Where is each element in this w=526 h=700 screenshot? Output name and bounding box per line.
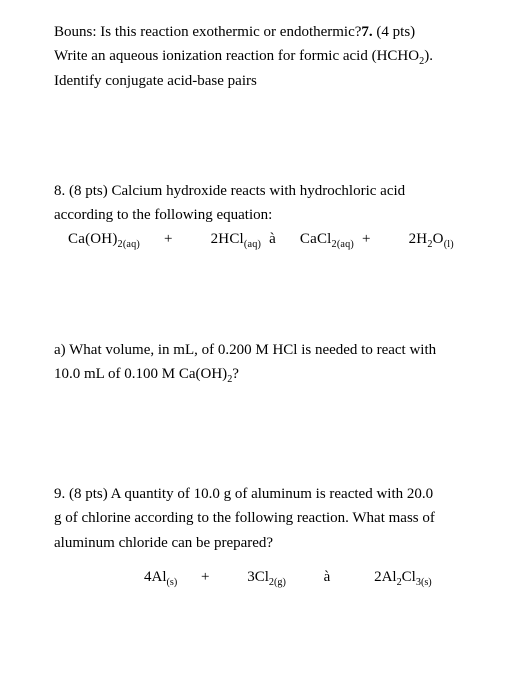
q9-equation: 4Al(s) + 3Cl2(g) à 2Al2Cl3(s)	[54, 567, 478, 587]
q8a-line1: a) What volume, in mL, of 0.200 M HCl is…	[54, 340, 478, 360]
q7-line2b: ).	[424, 48, 433, 64]
q8: 8. (8 pts) Calcium hydroxide reacts with…	[54, 181, 478, 250]
eq-t4: 2H	[409, 231, 428, 247]
q9-line1: 9. (8 pts) A quantity of 10.0 g of alumi…	[54, 484, 478, 504]
q9-line2: g of chlorine according to the following…	[54, 508, 478, 528]
eq-t5: O	[433, 231, 444, 247]
q8-equation: Ca(OH)2(aq) + 2HCl(aq) à CaCl2(aq) + 2H2…	[54, 229, 478, 249]
q9-plus1: +	[201, 569, 209, 585]
q7-line2a: Write an aqueous ionization reaction for…	[54, 48, 419, 64]
q8a-line2b: ?	[232, 366, 239, 382]
eq-t2: 2HCl	[211, 231, 244, 247]
q9-t3: 2Al	[374, 569, 397, 585]
q9-s1: (s)	[167, 577, 178, 588]
eq-s3: 2(aq)	[332, 239, 355, 250]
eq-s2: (aq)	[244, 239, 261, 250]
eq-plus2: +	[362, 231, 371, 247]
q9-line3: aluminum chloride can be prepared?	[54, 533, 478, 553]
q8-line1: 8. (8 pts) Calcium hydroxide reacts with…	[54, 181, 478, 201]
q9-s4: 3(s)	[416, 577, 432, 588]
eq-plus1: +	[164, 231, 173, 247]
q9-t2: 3Cl	[247, 569, 269, 585]
q7-number: 7.	[361, 24, 372, 40]
bonus-and-q7: Bouns: Is this reaction exothermic or en…	[54, 22, 478, 91]
eq-t1: Ca(OH)	[68, 231, 118, 247]
q9: 9. (8 pts) A quantity of 10.0 g of alumi…	[54, 484, 478, 587]
q9-t4: Cl	[402, 569, 416, 585]
q9-arrow: à	[324, 569, 331, 585]
q7-line3: Identify conjugate acid-base pairs	[54, 71, 478, 91]
bonus-line1: Bouns: Is this reaction exothermic or en…	[54, 22, 478, 42]
q9-s2: 2(g)	[269, 577, 286, 588]
q8a: a) What volume, in mL, of 0.200 M HCl is…	[54, 340, 478, 385]
eq-s5: (l)	[444, 239, 454, 250]
bonus-text: Bouns: Is this reaction exothermic or en…	[54, 24, 361, 40]
eq-t3: CaCl	[300, 231, 332, 247]
q7-pts: (4 pts)	[373, 24, 416, 40]
q7-line2: Write an aqueous ionization reaction for…	[54, 46, 478, 66]
q8-line2: according to the following equation:	[54, 205, 478, 225]
q9-t1: 4Al	[144, 569, 167, 585]
q8a-line2: 10.0 mL of 0.100 M Ca(OH)2?	[54, 364, 478, 384]
q8a-line2a: 10.0 mL of 0.100 M Ca(OH)	[54, 366, 227, 382]
eq-s1: 2(aq)	[118, 239, 141, 250]
eq-arrow: à	[269, 231, 276, 247]
